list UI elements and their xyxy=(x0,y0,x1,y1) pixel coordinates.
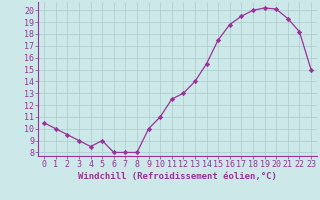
X-axis label: Windchill (Refroidissement éolien,°C): Windchill (Refroidissement éolien,°C) xyxy=(78,172,277,181)
